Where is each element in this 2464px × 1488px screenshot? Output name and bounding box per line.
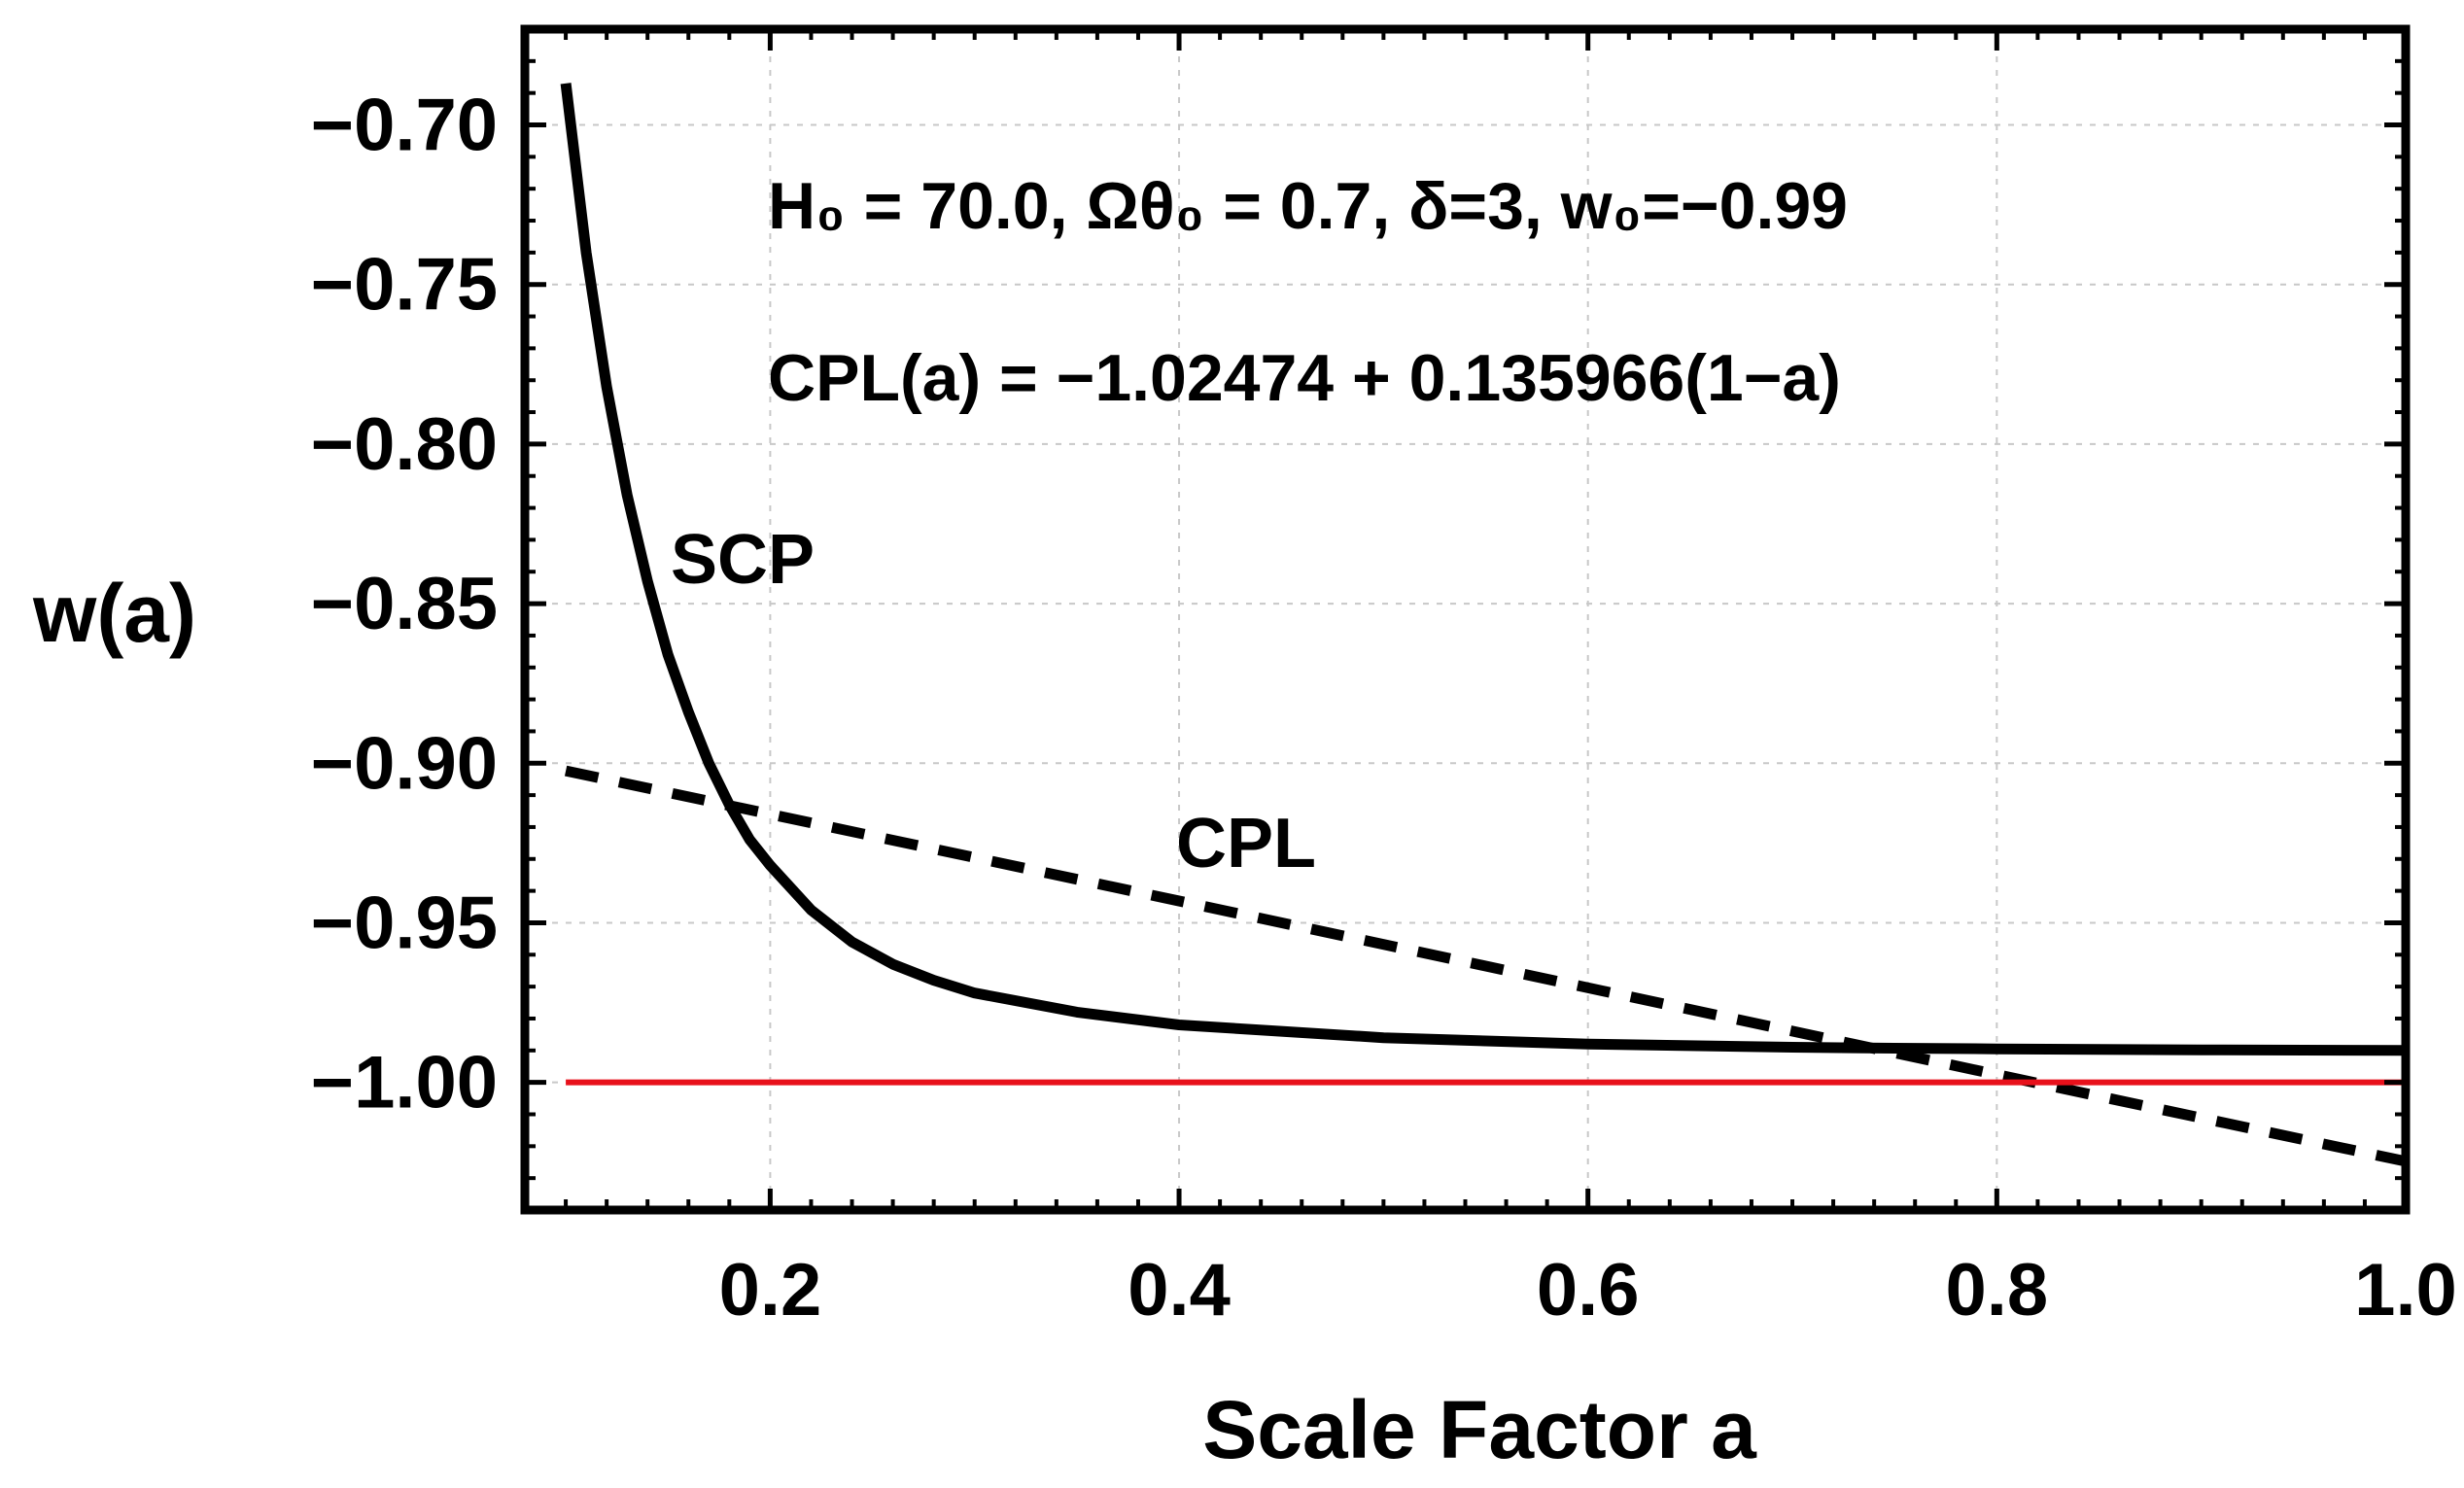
cpl-line — [564, 765, 2408, 1167]
y-axis-label: w(a) — [32, 568, 196, 659]
x-tick-label: 0.8 — [1946, 1249, 2049, 1332]
series-label-cpl: CPL — [1176, 805, 1316, 882]
x-tick-label: 1.0 — [2354, 1249, 2457, 1332]
y-tick-label: −0.80 — [311, 403, 498, 486]
y-tick-label: −0.95 — [311, 882, 498, 964]
series-layer — [560, 83, 2408, 1167]
y-tick-label: −0.90 — [311, 722, 498, 805]
series-label-scp: SCP — [671, 521, 815, 599]
y-tick-label: −0.70 — [311, 85, 498, 167]
y-tick-label: −0.85 — [311, 563, 498, 645]
y-tick-label: −1.00 — [311, 1042, 498, 1125]
cpl-equation-annotation: CPL(a) = −1.02474 + 0.135966(1−a) — [768, 341, 1841, 415]
ticks: 0.2 0.4 0.6 0.8 1.0 −0.70 −0.75 −0.80 −0.85 −0.90… — [311, 27, 2457, 1332]
y-tick-label: −0.75 — [311, 244, 498, 327]
x-tick-label: 0.6 — [1537, 1249, 1640, 1332]
x-axis-label: Scale Factor a — [1202, 1384, 1757, 1475]
scp-curve — [560, 83, 2407, 1056]
x-tick-label: 0.4 — [1128, 1249, 1231, 1332]
x-tick-label: 0.2 — [719, 1249, 822, 1332]
params-annotation: H₀ = 70.0, Ωθ₀ = 0.7, δ=3, w₀=−0.99 — [768, 169, 1848, 243]
